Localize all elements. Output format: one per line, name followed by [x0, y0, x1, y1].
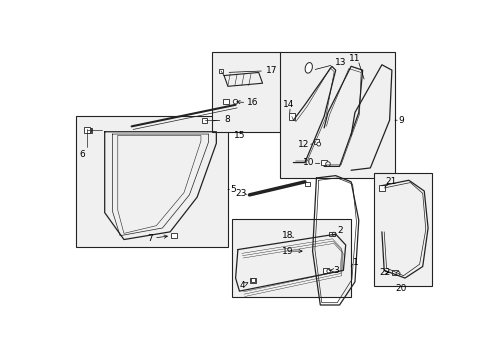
- Ellipse shape: [305, 63, 312, 73]
- Text: 21: 21: [385, 177, 396, 186]
- Text: 5: 5: [230, 185, 236, 194]
- Bar: [223, 99, 229, 104]
- Bar: [304, 182, 309, 186]
- Text: 13: 13: [334, 58, 346, 67]
- Text: 15: 15: [233, 131, 244, 140]
- Bar: [373, 172, 431, 286]
- Bar: [171, 233, 177, 238]
- Bar: [86, 127, 92, 133]
- Text: 10: 10: [302, 158, 313, 167]
- Bar: [250, 278, 256, 283]
- Bar: [202, 118, 207, 122]
- Bar: [288, 113, 294, 120]
- Bar: [251, 278, 255, 282]
- Text: 1: 1: [353, 258, 358, 267]
- Circle shape: [325, 162, 329, 166]
- Bar: [296, 235, 302, 241]
- Circle shape: [395, 271, 399, 275]
- Text: 12: 12: [297, 140, 309, 149]
- Text: 2: 2: [337, 226, 342, 235]
- Bar: [378, 185, 384, 191]
- Bar: [313, 139, 319, 144]
- Bar: [280, 53, 394, 178]
- Text: 6: 6: [79, 150, 85, 159]
- Bar: [305, 249, 311, 253]
- Bar: [391, 270, 397, 275]
- Circle shape: [308, 251, 312, 255]
- Bar: [231, 219, 350, 297]
- Text: 22: 22: [379, 268, 390, 277]
- Text: 14: 14: [282, 100, 293, 109]
- Text: 4: 4: [239, 281, 244, 290]
- Bar: [321, 160, 326, 165]
- Circle shape: [233, 99, 238, 104]
- Text: 9: 9: [397, 116, 403, 125]
- Bar: [322, 267, 328, 273]
- Text: 16: 16: [246, 98, 258, 107]
- Text: 20: 20: [395, 284, 406, 293]
- Circle shape: [331, 232, 335, 236]
- Circle shape: [326, 269, 330, 273]
- Text: 3: 3: [333, 266, 339, 275]
- Text: 8: 8: [224, 115, 229, 124]
- Text: 23: 23: [235, 189, 246, 198]
- Bar: [87, 128, 91, 132]
- Bar: [218, 69, 223, 73]
- Text: 19: 19: [281, 247, 293, 256]
- Text: 11: 11: [348, 54, 360, 63]
- Bar: [212, 53, 281, 132]
- Circle shape: [316, 142, 320, 146]
- Text: 18: 18: [281, 231, 293, 240]
- Bar: [76, 116, 227, 247]
- Text: 7: 7: [147, 234, 152, 243]
- Text: 17: 17: [265, 66, 277, 75]
- Bar: [328, 232, 334, 237]
- Bar: [84, 127, 89, 133]
